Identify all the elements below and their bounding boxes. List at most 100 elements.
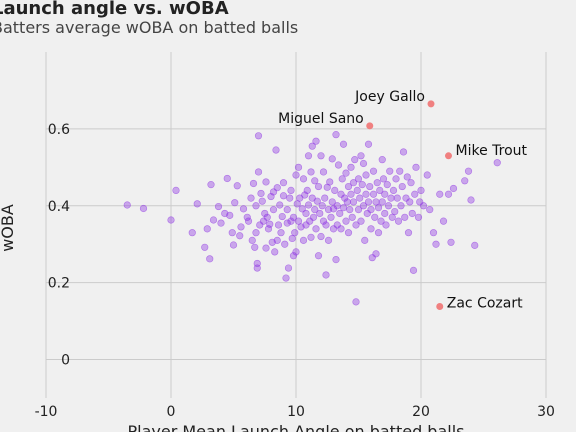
data-point xyxy=(302,209,310,218)
data-point xyxy=(333,221,341,229)
data-point xyxy=(392,175,400,183)
highlighted-point xyxy=(436,303,444,311)
data-point xyxy=(347,190,355,198)
data-point xyxy=(391,207,399,216)
data-point xyxy=(316,209,324,218)
data-point xyxy=(337,225,345,233)
data-point xyxy=(321,194,329,202)
data-point xyxy=(283,219,291,227)
data-point xyxy=(417,186,425,194)
data-point xyxy=(278,212,286,221)
data-point xyxy=(281,240,289,248)
data-point xyxy=(237,223,245,231)
data-point xyxy=(447,238,455,246)
data-point xyxy=(239,205,248,213)
data-point xyxy=(461,177,469,185)
data-point xyxy=(292,248,300,256)
data-point xyxy=(228,229,236,237)
data-point xyxy=(284,264,293,272)
data-point xyxy=(401,213,409,221)
data-point xyxy=(389,186,398,194)
data-point xyxy=(279,179,288,187)
data-point xyxy=(362,171,370,179)
data-point xyxy=(416,198,424,206)
data-point xyxy=(201,243,209,251)
data-point xyxy=(277,229,285,237)
data-point xyxy=(353,186,361,194)
data-point xyxy=(444,190,453,198)
data-point xyxy=(223,174,231,183)
data-point xyxy=(357,152,365,160)
data-point xyxy=(302,221,310,229)
data-point xyxy=(327,213,335,221)
data-point xyxy=(298,205,306,213)
data-point xyxy=(313,197,321,205)
data-point xyxy=(343,198,351,206)
data-point xyxy=(449,184,458,193)
data-point xyxy=(317,152,325,160)
data-point xyxy=(394,217,403,225)
data-point xyxy=(262,178,270,186)
data-point xyxy=(378,156,386,164)
y-tick-label: 0.2 xyxy=(48,276,70,292)
data-point xyxy=(229,241,238,249)
data-point xyxy=(369,190,378,198)
data-point xyxy=(306,217,314,225)
data-point xyxy=(251,243,259,251)
data-point xyxy=(338,175,346,183)
data-point xyxy=(369,167,378,175)
data-point xyxy=(439,217,448,225)
data-point xyxy=(377,217,385,225)
data-point xyxy=(361,236,369,244)
data-point xyxy=(273,184,281,192)
data-point xyxy=(342,217,350,225)
data-point xyxy=(471,241,479,249)
data-point xyxy=(414,213,423,221)
point-annotation: Zac Cozart xyxy=(447,296,523,312)
data-point xyxy=(378,198,386,206)
data-point xyxy=(337,190,345,198)
data-point xyxy=(312,137,320,145)
data-point xyxy=(386,167,394,175)
data-point xyxy=(342,169,350,177)
data-point xyxy=(409,266,418,274)
data-point xyxy=(354,206,363,214)
data-point xyxy=(299,236,308,244)
data-point xyxy=(249,179,258,188)
data-point xyxy=(352,221,360,229)
data-point xyxy=(206,255,214,263)
data-point xyxy=(308,142,316,150)
x-tick-label: 0 xyxy=(167,404,176,420)
data-point xyxy=(217,219,225,227)
data-point xyxy=(398,182,406,191)
data-point xyxy=(346,206,354,214)
data-point xyxy=(419,202,428,210)
data-point xyxy=(259,217,268,225)
data-point xyxy=(319,217,328,225)
data-point xyxy=(367,206,375,214)
data-point xyxy=(432,240,440,248)
data-point xyxy=(362,190,370,198)
data-point xyxy=(341,194,349,202)
data-point xyxy=(332,256,340,264)
data-point xyxy=(329,225,338,233)
data-point xyxy=(356,194,364,202)
data-point xyxy=(276,201,284,209)
data-point xyxy=(339,204,348,212)
highlighted-point xyxy=(366,122,374,130)
point-annotation: Joey Gallo xyxy=(354,89,425,105)
data-point xyxy=(274,221,283,229)
data-point xyxy=(363,209,371,218)
highlighted-point xyxy=(427,100,435,108)
data-point xyxy=(273,236,281,244)
data-point xyxy=(366,182,374,191)
data-point xyxy=(368,254,376,262)
tick-labels: -10 0 10 20 30 0 0.2 0.4 0.6 xyxy=(35,122,555,420)
data-point xyxy=(231,199,239,207)
data-point xyxy=(236,232,244,240)
data-point xyxy=(253,264,261,272)
y-tick-label: 0.4 xyxy=(48,199,70,215)
data-point xyxy=(207,181,215,189)
data-point xyxy=(407,179,415,187)
